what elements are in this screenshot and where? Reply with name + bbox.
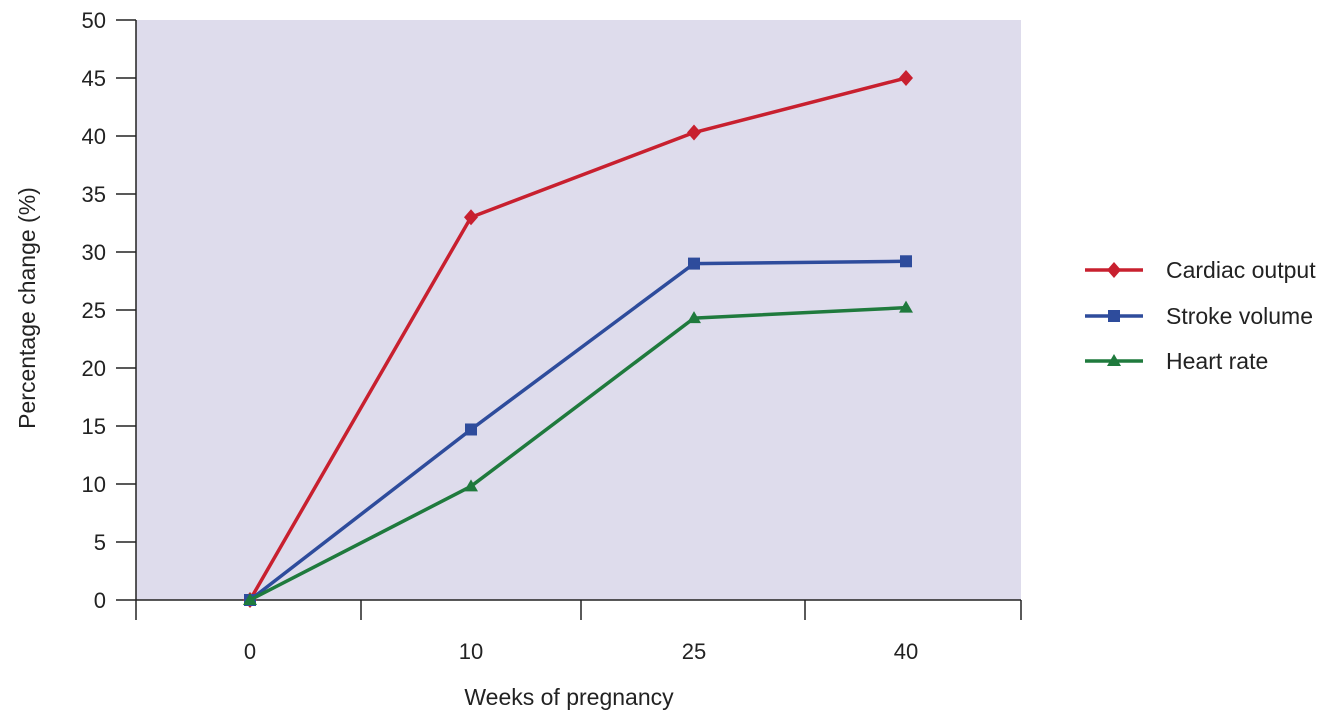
data-point-heart-rate xyxy=(687,311,701,324)
y-axis-title: Percentage change (%) xyxy=(14,187,40,429)
legend-label: Cardiac output xyxy=(1166,257,1316,283)
series-line-stroke-volume xyxy=(248,259,907,602)
legend-label: Heart rate xyxy=(1166,348,1268,374)
y-tick-label: 25 xyxy=(82,298,106,323)
data-point-cardiac-output xyxy=(687,124,701,141)
y-tick-label: 45 xyxy=(82,66,106,91)
x-tick-label: 10 xyxy=(459,639,483,664)
legend-label: Stroke volume xyxy=(1166,303,1313,329)
y-tick-label: 20 xyxy=(82,356,106,381)
x-tick-label: 25 xyxy=(682,639,706,664)
data-point-stroke-volume xyxy=(465,423,477,436)
y-tick-label: 15 xyxy=(82,414,106,439)
y-tick-label: 5 xyxy=(94,530,106,555)
y-tick-label: 35 xyxy=(82,182,106,207)
series-line-heart-rate xyxy=(249,305,907,602)
x-axis-ticks: 0 10 25 40 xyxy=(135,600,1022,664)
y-axis-ticks: 0 5 10 15 20 25 30 35 40 45 50 xyxy=(82,8,136,613)
y-tick-label: 0 xyxy=(94,588,106,613)
legend-item-heart-rate: Heart rate xyxy=(1085,348,1268,374)
x-axis-title: Weeks of pregnancy xyxy=(464,684,674,710)
data-point-heart-rate xyxy=(464,479,478,492)
legend-marker-stroke-volume xyxy=(1108,310,1120,322)
y-tick-label: 40 xyxy=(82,124,106,149)
data-point-stroke-volume xyxy=(900,255,912,268)
data-point-cardiac-output xyxy=(899,70,913,86)
legend-item-cardiac-output: Cardiac output xyxy=(1085,257,1316,283)
series-layer xyxy=(243,70,913,608)
legend-marker-cardiac-output xyxy=(1107,262,1121,278)
x-tick-label: 40 xyxy=(894,639,918,664)
y-tick-label: 10 xyxy=(82,472,106,497)
series-heart-rate xyxy=(243,300,913,605)
series-line-cardiac-output xyxy=(248,76,907,601)
y-tick-label: 50 xyxy=(82,8,106,33)
legend-item-stroke-volume: Stroke volume xyxy=(1085,303,1313,329)
legend: Cardiac output Stroke volume Heart rate xyxy=(1085,257,1316,374)
y-tick-label: 30 xyxy=(82,240,106,265)
legend-marker-heart-rate xyxy=(1107,354,1121,366)
data-point-heart-rate xyxy=(899,300,913,313)
x-tick-label: 0 xyxy=(244,639,256,664)
data-point-cardiac-output xyxy=(464,209,478,226)
data-point-stroke-volume xyxy=(688,257,700,270)
data-point-heart-rate xyxy=(243,593,257,605)
